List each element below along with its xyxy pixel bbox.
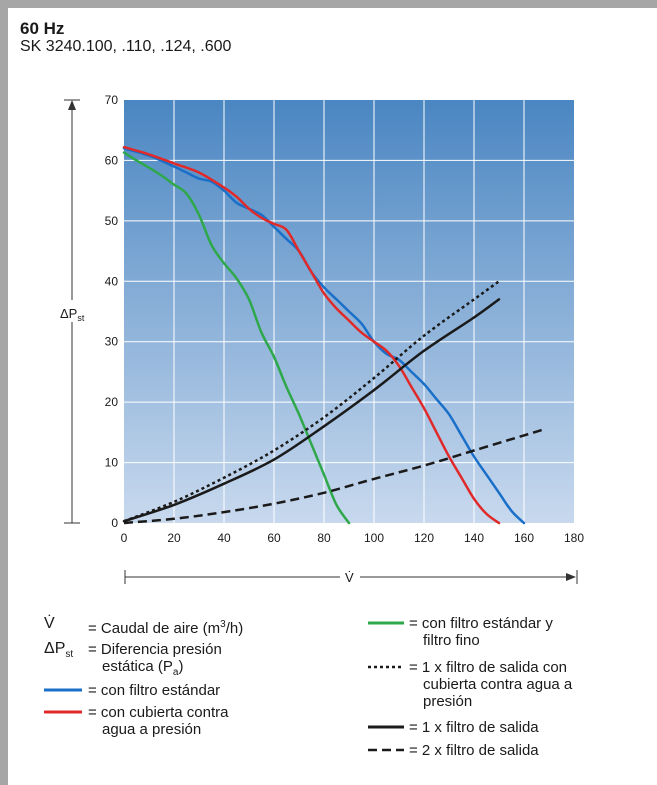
legend-dashed-text: = 2 x filtro de salida	[409, 742, 539, 759]
y-tick-label: 70	[105, 93, 119, 107]
x-tick-label: 120	[414, 531, 434, 545]
legend-v-symbol: V̇	[44, 615, 55, 632]
y-arrow-head	[68, 100, 76, 110]
frame-left-border	[0, 8, 8, 785]
series-line-3	[122, 151, 351, 525]
legend-red-text: = con cubierta contra agua a presión	[88, 704, 229, 738]
legend-green-text: = con filtro estándar y filtro fino	[409, 615, 553, 649]
y-label-backdrop	[56, 300, 88, 322]
frame-top-border	[0, 0, 657, 8]
series-line-2	[122, 145, 501, 525]
y-tick-label: 50	[105, 214, 119, 228]
x-tick-label: 0	[121, 531, 128, 545]
y-axis-label: ΔPst	[60, 306, 85, 323]
y-tick-label: 60	[105, 153, 119, 167]
x-axis-label: V̇	[345, 570, 354, 585]
x-tick-label: 80	[317, 531, 331, 545]
legend-dotted-text: = 1 x filtro de salida con cubierta cont…	[409, 659, 573, 710]
y-tick-label: 40	[105, 274, 119, 288]
page-title: 60 Hz	[20, 19, 65, 38]
series-lines	[122, 145, 545, 525]
series-line-5	[122, 298, 501, 523]
x-arrow-head	[566, 573, 576, 581]
y-axis-ticks: 0 10 20 30 40 50 60 70	[105, 93, 119, 530]
y-tick-label: 30	[105, 335, 119, 349]
x-tick-label: 40	[217, 531, 231, 545]
y-tick-label: 0	[111, 516, 118, 530]
legend-v-text: = Caudal de aire (m3/h)	[88, 619, 244, 637]
legend-solid-text: = 1 x filtro de salida	[409, 719, 539, 736]
x-tick-label: 20	[167, 531, 181, 545]
legend-p-symbol: ΔPst	[44, 640, 74, 661]
y-tick-label: 20	[105, 395, 119, 409]
x-tick-label: 160	[514, 531, 534, 545]
grid-lines	[124, 100, 574, 523]
x-label-backdrop	[340, 566, 360, 586]
x-tick-label: 60	[267, 531, 281, 545]
legend-blue-text: = con filtro estándar	[88, 682, 221, 699]
x-tick-label: 180	[564, 531, 584, 545]
x-tick-label: 100	[364, 531, 384, 545]
series-line-6	[123, 428, 545, 525]
x-axis-ticks: 0 20 40 60 80 100 120 140 160 180	[121, 531, 585, 545]
page-subtitle: SK 3240.100, .110, .124, .600	[20, 38, 232, 55]
y-tick-label: 10	[105, 456, 119, 470]
x-tick-label: 140	[464, 531, 484, 545]
legend-p-text: = Diferencia presión estática (Pa)	[88, 641, 222, 678]
series-line-1	[122, 147, 526, 525]
